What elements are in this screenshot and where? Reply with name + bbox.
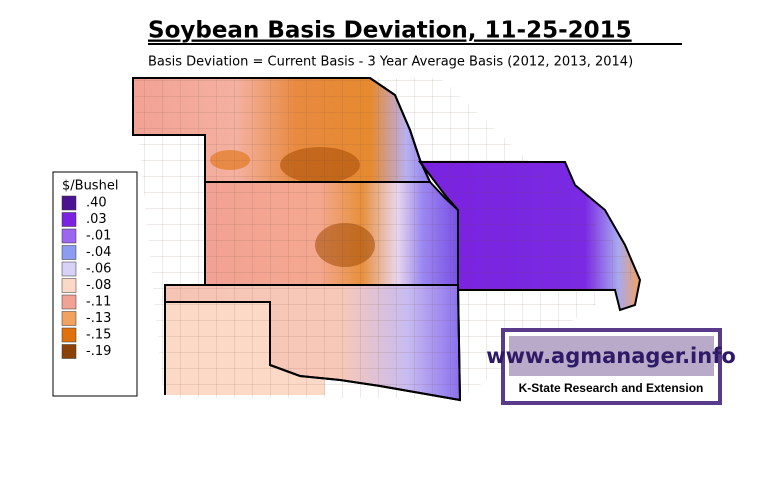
legend-label: -.19 (86, 344, 111, 359)
legend-swatch (61, 327, 77, 343)
logo-band (509, 336, 714, 376)
legend-label: -.08 (86, 278, 111, 293)
legend-swatch (61, 294, 77, 310)
legend-label: -.13 (86, 311, 111, 326)
legend-swatch (61, 228, 77, 244)
legend-swatch (61, 261, 77, 277)
logo-url: www.agmanager.info (486, 344, 736, 368)
state-border (269, 284, 462, 402)
legend-label: -.11 (86, 295, 111, 310)
legend-label: .03 (86, 212, 107, 227)
legend-label: -.04 (86, 245, 111, 260)
legend-swatch (61, 311, 77, 326)
title: Soybean Basis Deviation, 11-25-2015 (148, 18, 632, 44)
legend: $/Bushel .40.03 -.01-.04 -.06-.08 -.11-.13 -… (52, 171, 138, 397)
legend-title: $/Bushel (62, 179, 118, 194)
legend-swatch (61, 278, 77, 293)
legend-swatch (61, 245, 77, 260)
logo: www.agmanager.info K-State Research and … (486, 328, 736, 405)
state-border (132, 77, 432, 183)
legend-items: .40.03 -.01-.04 -.06-.08 -.11-.13 -.15-.19 (61, 195, 111, 359)
legend-label: -.15 (86, 328, 111, 343)
legend-swatch (61, 344, 77, 359)
legend-swatch (61, 195, 77, 211)
legend-label: .40 (86, 196, 107, 211)
logo-org: K-State Research and Extension (519, 381, 704, 395)
legend-swatch (61, 212, 77, 227)
legend-label: -.06 (86, 262, 111, 277)
legend-label: -.01 (86, 229, 111, 244)
subtitle: Basis Deviation = Current Basis - 3 Year… (148, 55, 633, 70)
state-border (165, 301, 271, 365)
